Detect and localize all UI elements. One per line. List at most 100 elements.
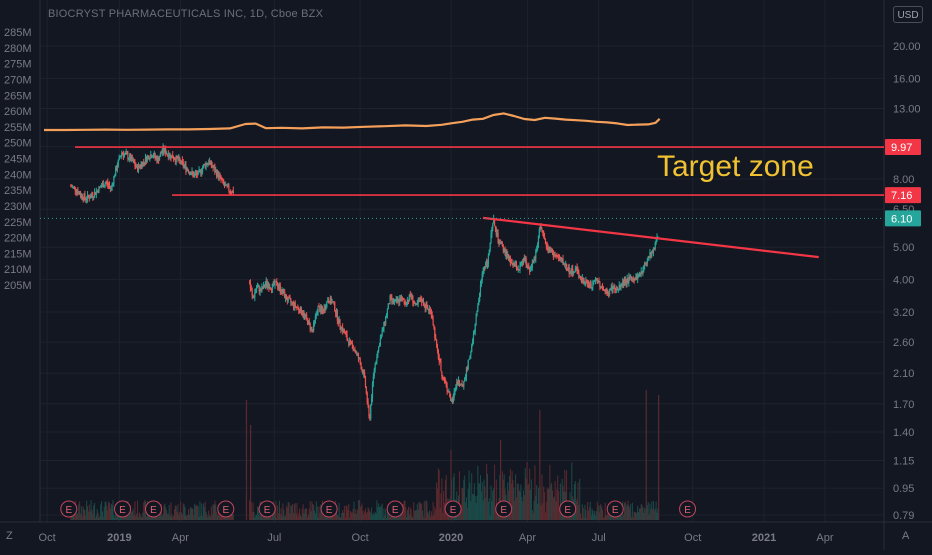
candle-body	[133, 160, 135, 164]
volume-bar	[99, 516, 101, 520]
volume-bar	[144, 500, 146, 520]
candle-body	[295, 306, 297, 308]
volume-bar	[477, 465, 479, 520]
candle-body	[379, 338, 381, 346]
volume-bar	[648, 514, 650, 520]
earnings-marker[interactable]: E	[444, 500, 462, 518]
volume-bar	[601, 506, 603, 520]
volume-bar	[87, 511, 89, 520]
volume-bar	[440, 493, 442, 520]
candle-body	[493, 218, 495, 224]
candle-body	[412, 295, 414, 303]
candle-body	[303, 313, 305, 316]
earnings-circle	[144, 500, 162, 518]
candle-body	[350, 340, 353, 343]
volume-bar	[193, 515, 195, 520]
earnings-marker[interactable]: E	[144, 500, 162, 518]
candle-body	[369, 415, 371, 419]
volume-bar	[343, 512, 345, 520]
volume-bar	[77, 513, 79, 520]
volume-bar	[499, 440, 502, 520]
volume-bar	[118, 515, 120, 520]
volume-bar	[359, 506, 361, 520]
volume-bar	[252, 502, 254, 520]
candle-body	[594, 280, 597, 281]
earnings-marker[interactable]: E	[559, 500, 577, 518]
earnings-marker[interactable]: E	[495, 500, 513, 518]
earnings-marker[interactable]: E	[386, 500, 404, 518]
candle-body	[358, 358, 360, 360]
timezone-button[interactable]: Z	[6, 530, 13, 542]
volume-bar	[138, 512, 140, 520]
x-axis-tick-label: Apr	[816, 532, 833, 544]
left-axis-tick-label: 250M	[4, 138, 32, 150]
candle-body	[503, 248, 505, 252]
earnings-marker[interactable]: E	[320, 500, 338, 518]
volume-bar	[522, 501, 524, 520]
candle-body	[144, 161, 146, 163]
volume-bar	[207, 517, 209, 520]
volume-bar	[357, 500, 359, 520]
volume-bar	[186, 515, 188, 520]
price-label-text: 7.16	[891, 190, 912, 202]
volume-bar	[353, 501, 355, 520]
volume-bar	[486, 463, 488, 520]
candle-body	[284, 294, 287, 298]
candle-body	[283, 291, 285, 294]
volume-bar	[436, 488, 438, 520]
candle-body	[493, 218, 496, 226]
volume-bar	[88, 504, 90, 520]
candle-body	[102, 183, 104, 188]
volume-bar	[203, 506, 205, 520]
earnings-marker[interactable]: E	[258, 500, 276, 518]
candle-body	[261, 287, 263, 292]
right-axis-tick-label: 5.00	[893, 242, 914, 254]
volume-bar	[348, 503, 350, 520]
auto-scale-button[interactable]: A	[902, 530, 910, 542]
volume-bar	[528, 483, 530, 520]
candle-body	[325, 307, 327, 310]
candle-body	[201, 171, 203, 174]
earnings-marker[interactable]: E	[60, 500, 78, 518]
earnings-marker[interactable]: E	[114, 500, 132, 518]
candle-body	[320, 306, 322, 312]
candle-body	[129, 155, 132, 161]
volume-bar	[443, 502, 445, 520]
drawings[interactable]	[40, 146, 884, 259]
volume-bar	[202, 503, 204, 520]
candle-body	[148, 156, 150, 160]
candle-body	[491, 227, 493, 235]
candle-body	[77, 191, 79, 194]
earnings-marker[interactable]: E	[217, 500, 235, 518]
earnings-marker[interactable]: E	[606, 500, 624, 518]
candle-body	[145, 157, 147, 162]
volume-bar	[437, 468, 439, 520]
candle-body	[448, 391, 450, 393]
volume-bar	[362, 510, 364, 520]
candle-body	[607, 293, 609, 295]
volume-bar	[546, 489, 548, 520]
candle-body	[378, 346, 380, 351]
volume-bar	[341, 513, 343, 520]
volume-bar	[182, 503, 184, 520]
candle-body	[362, 369, 364, 375]
volume-bar	[309, 501, 311, 520]
candle-body	[134, 163, 136, 167]
earnings-marker[interactable]: E	[679, 500, 697, 518]
volume-bar	[128, 515, 130, 520]
candle-body	[161, 151, 163, 153]
currency-button[interactable]: USD	[893, 6, 923, 23]
candle-body	[509, 256, 511, 263]
candle-body	[544, 238, 547, 244]
candle-body	[574, 269, 576, 273]
candle-body	[313, 319, 316, 323]
candle-body	[141, 163, 143, 167]
volume-bar	[175, 506, 177, 520]
volume-bar	[521, 496, 523, 520]
volume-bar	[354, 513, 356, 520]
volume-bar	[201, 503, 203, 520]
volume-bar	[488, 498, 490, 520]
